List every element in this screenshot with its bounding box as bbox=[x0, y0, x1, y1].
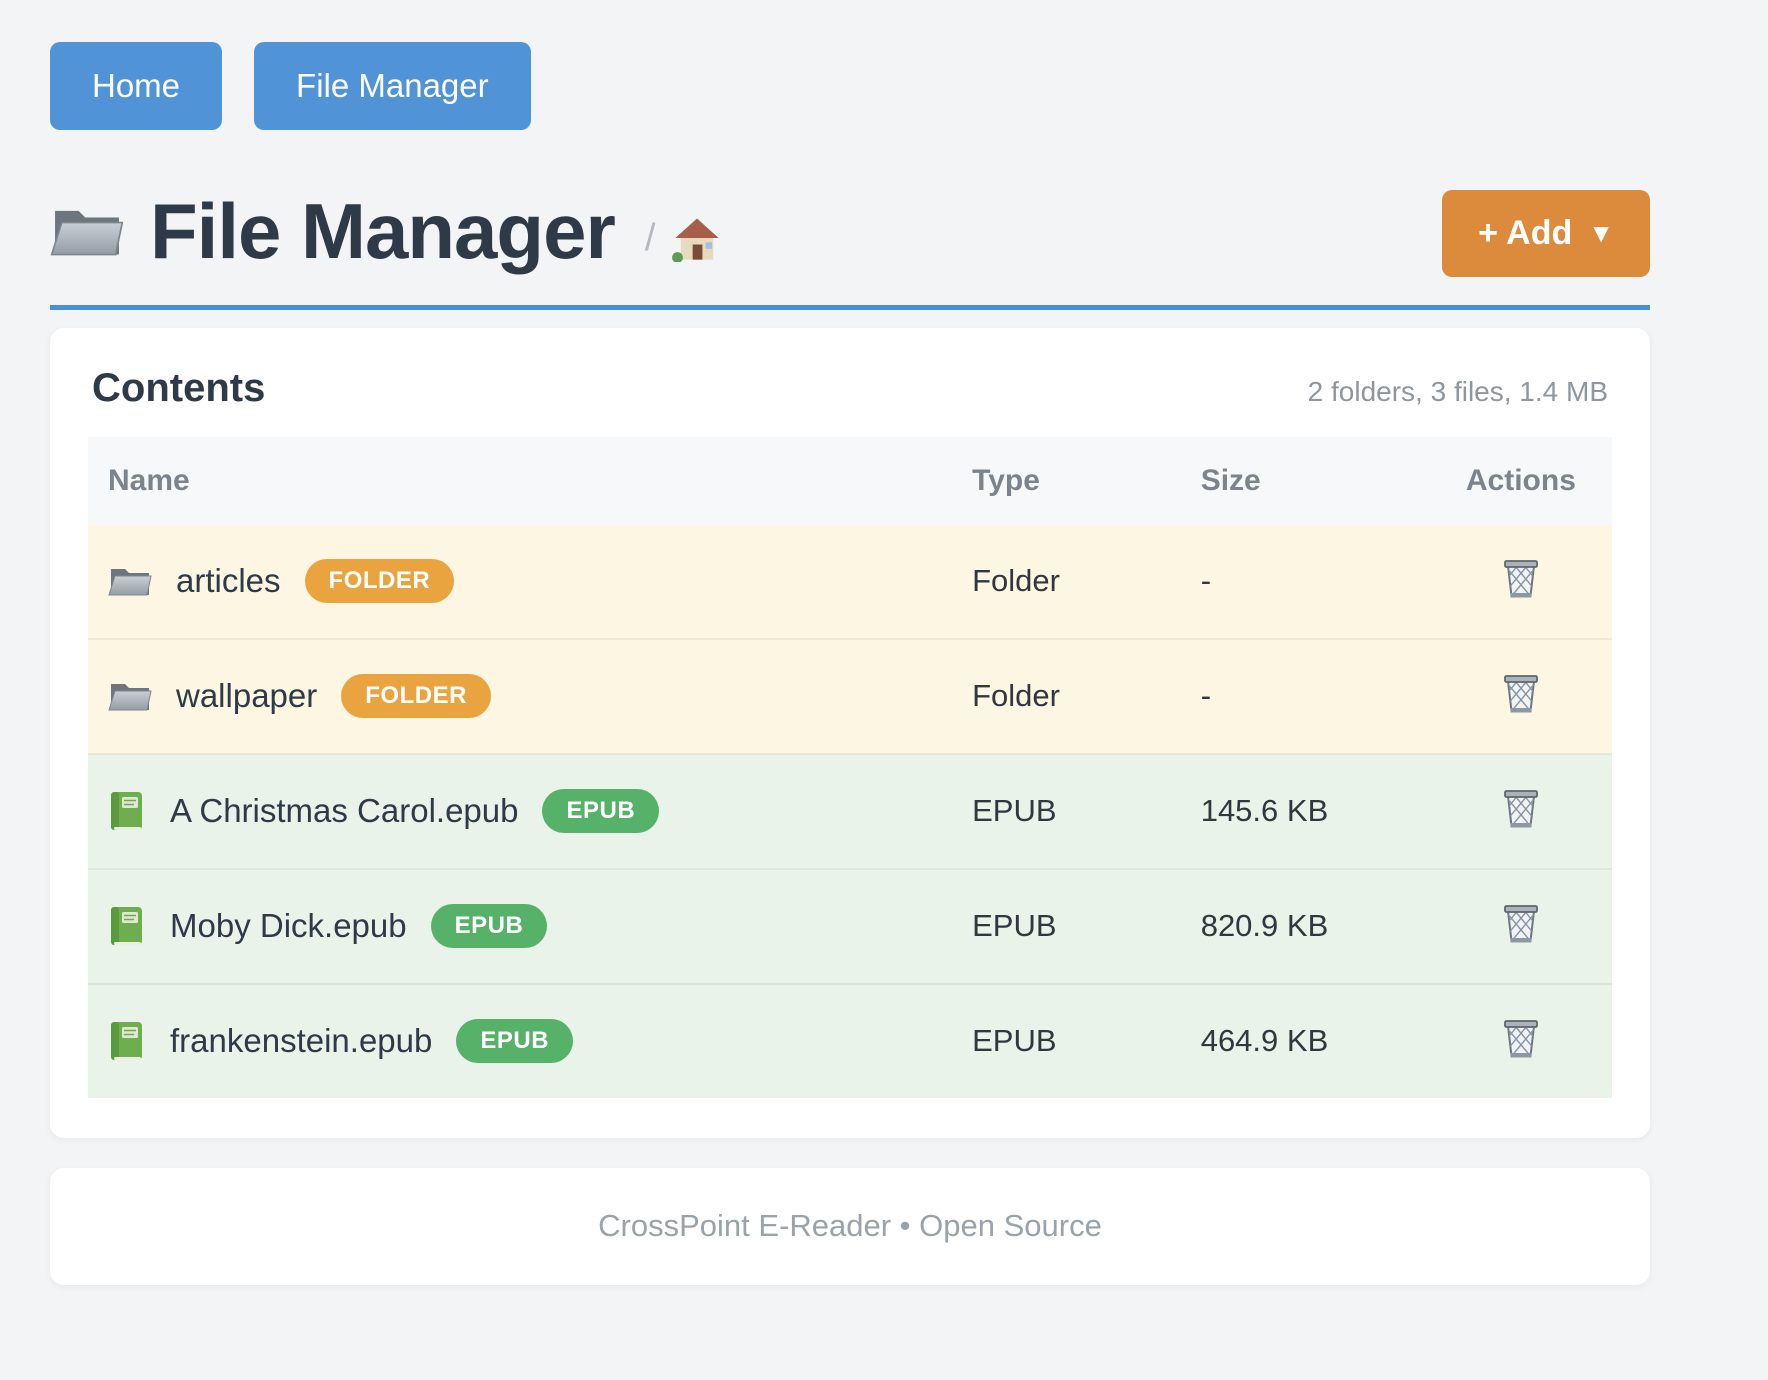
table-row: wallpaper FOLDER Folder - bbox=[88, 638, 1612, 754]
chevron-down-icon: ▼ bbox=[1588, 217, 1614, 248]
item-type: EPUB bbox=[972, 793, 1057, 829]
item-name[interactable]: A Christmas Carol.epub bbox=[170, 792, 519, 830]
wastebasket-icon bbox=[1502, 903, 1540, 945]
item-type: Folder bbox=[972, 678, 1060, 714]
item-name[interactable]: Moby Dick.epub bbox=[170, 907, 407, 945]
delete-button[interactable] bbox=[1502, 903, 1540, 945]
item-size: 820.9 KB bbox=[1200, 908, 1329, 944]
page-title-group: File Manager / bbox=[50, 186, 723, 277]
column-header-type: Type bbox=[952, 436, 1181, 525]
file-table: Name Type Size Actions articles FOLDER F… bbox=[88, 436, 1612, 1098]
book-icon bbox=[108, 790, 146, 832]
page: Home File Manager File Manager / + Add ▼… bbox=[50, 0, 1650, 1285]
page-title: File Manager bbox=[150, 186, 616, 275]
table-row: frankenstein.epub EPUB EPUB 464.9 KB bbox=[88, 983, 1612, 1098]
delete-button[interactable] bbox=[1502, 788, 1540, 830]
item-type: Folder bbox=[972, 563, 1060, 599]
contents-summary: 2 folders, 3 files, 1.4 MB bbox=[1307, 375, 1608, 407]
footer-text: CrossPoint E-Reader • Open Source bbox=[598, 1208, 1102, 1244]
folder-icon bbox=[108, 678, 152, 714]
table-row: articles FOLDER Folder - bbox=[88, 524, 1612, 639]
table-row: Moby Dick.epub EPUB EPUB 820.9 KB bbox=[88, 868, 1612, 984]
folder-icon bbox=[108, 563, 152, 599]
wastebasket-icon bbox=[1502, 558, 1540, 600]
top-nav: Home File Manager bbox=[50, 42, 1650, 130]
delete-button[interactable] bbox=[1502, 673, 1540, 715]
type-badge: EPUB bbox=[456, 1018, 574, 1064]
nav-button-home[interactable]: Home bbox=[50, 42, 223, 130]
house-icon[interactable] bbox=[671, 214, 723, 263]
item-type: EPUB bbox=[972, 1023, 1057, 1059]
column-header-actions: Actions bbox=[1439, 436, 1612, 525]
nav-button-file-manager[interactable]: File Manager bbox=[254, 42, 531, 130]
type-badge: FOLDER bbox=[341, 673, 491, 719]
item-name[interactable]: articles bbox=[176, 562, 281, 600]
header-accent-rule bbox=[50, 304, 1650, 310]
type-badge: EPUB bbox=[542, 788, 660, 834]
book-icon bbox=[108, 905, 146, 947]
folder-icon bbox=[50, 200, 124, 262]
book-icon bbox=[108, 1020, 146, 1062]
add-button-label: + Add bbox=[1478, 213, 1573, 252]
type-badge: EPUB bbox=[430, 903, 548, 949]
item-type: EPUB bbox=[972, 908, 1057, 944]
wastebasket-icon bbox=[1502, 1018, 1540, 1060]
contents-card-header: Contents 2 folders, 3 files, 1.4 MB bbox=[88, 366, 1612, 411]
breadcrumb-separator: / bbox=[644, 216, 656, 259]
wastebasket-icon bbox=[1502, 673, 1540, 715]
type-badge: FOLDER bbox=[304, 558, 455, 604]
table-row: A Christmas Carol.epub EPUB EPUB 145.6 K… bbox=[88, 753, 1612, 869]
wastebasket-icon bbox=[1502, 788, 1540, 830]
contents-heading: Contents bbox=[92, 365, 266, 410]
delete-button[interactable] bbox=[1502, 1018, 1540, 1060]
item-size: 464.9 KB bbox=[1200, 1023, 1329, 1059]
item-size: 145.6 KB bbox=[1200, 793, 1329, 829]
add-button[interactable]: + Add ▼ bbox=[1442, 189, 1650, 277]
delete-button[interactable] bbox=[1502, 558, 1540, 600]
footer: CrossPoint E-Reader • Open Source bbox=[50, 1167, 1650, 1285]
item-size: - bbox=[1200, 563, 1212, 599]
column-header-size: Size bbox=[1180, 436, 1440, 525]
column-header-name: Name bbox=[88, 436, 953, 525]
item-name[interactable]: wallpaper bbox=[176, 677, 318, 715]
item-size: - bbox=[1200, 678, 1212, 714]
page-header: File Manager / + Add ▼ bbox=[50, 186, 1650, 277]
contents-card: Contents 2 folders, 3 files, 1.4 MB Name… bbox=[50, 327, 1650, 1138]
table-header-row: Name Type Size Actions bbox=[88, 436, 1612, 525]
item-name[interactable]: frankenstein.epub bbox=[170, 1022, 433, 1060]
